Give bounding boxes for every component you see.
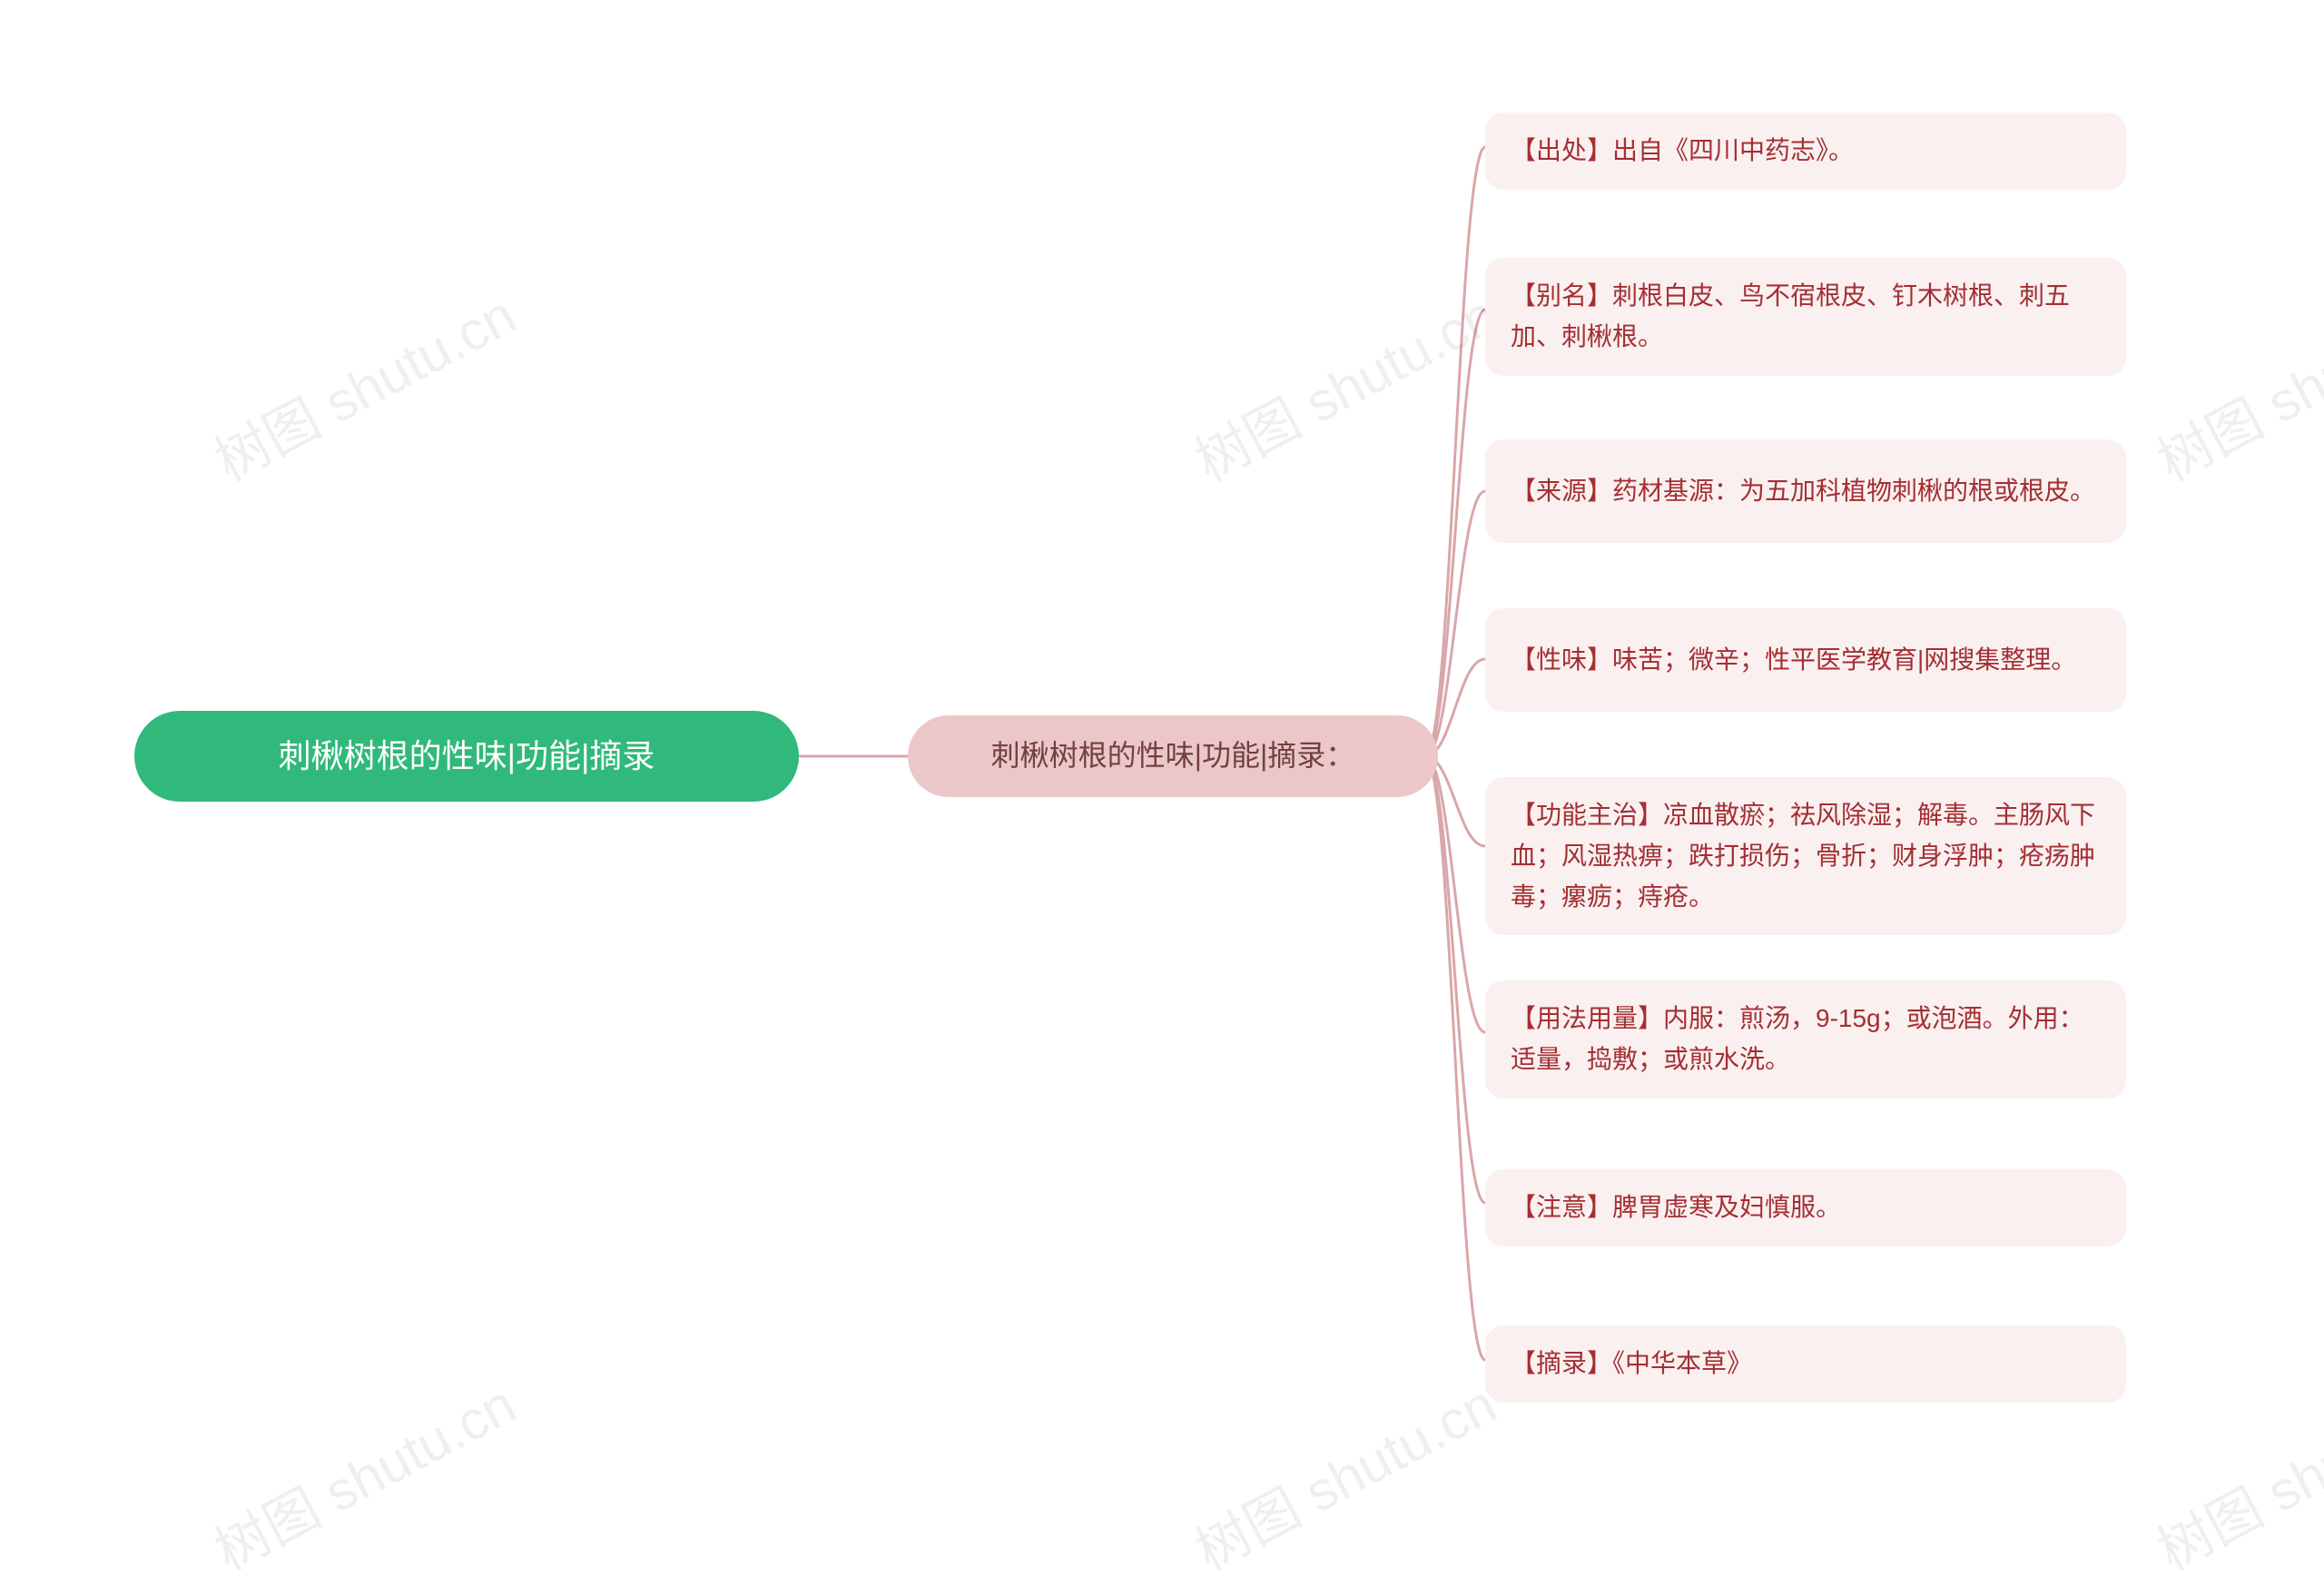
root-node[interactable]: 刺楸树根的性味|功能|摘录	[134, 711, 799, 802]
leaf-node[interactable]: 【别名】刺根白皮、鸟不宿根皮、钉木树根、刺五加、刺楸根。	[1485, 258, 2126, 376]
watermark: 树图 shutu.cn	[199, 272, 527, 497]
leaf-node[interactable]: 【来源】药材基源：为五加科植物刺楸的根或根皮。	[1485, 439, 2126, 543]
leaf-node[interactable]: 【功能主治】凉血散瘀；祛风除湿；解毒。主肠风下血；风湿热痹；跌打损伤；骨折；财身…	[1485, 777, 2126, 935]
watermark: 树图 shutu.cn	[2142, 1362, 2324, 1586]
watermark: 树图 shutu.cn	[1179, 1362, 1508, 1586]
leaf-node[interactable]: 【出处】出自《四川中药志》。	[1485, 113, 2126, 190]
leaf-node[interactable]: 【摘录】《中华本草》	[1485, 1325, 2126, 1403]
watermark: 树图 shutu.cn	[1179, 272, 1508, 497]
mindmap-canvas: 树图 shutu.cn 树图 shutu.cn 树图 shutu.cn 树图 s…	[0, 0, 2324, 1512]
leaf-node[interactable]: 【用法用量】内服：煎汤，9-15g；或泡酒。外用：适量，捣敷；或煎水洗。	[1485, 980, 2126, 1098]
branch-node[interactable]: 刺楸树根的性味|功能|摘录：	[908, 715, 1438, 797]
leaf-node[interactable]: 【性味】味苦；微辛；性平医学教育|网搜集整理。	[1485, 608, 2126, 712]
watermark: 树图 shutu.cn	[199, 1362, 527, 1586]
leaf-node[interactable]: 【注意】脾胃虚寒及妇慎服。	[1485, 1169, 2126, 1246]
watermark: 树图 shutu.cn	[2142, 272, 2324, 497]
